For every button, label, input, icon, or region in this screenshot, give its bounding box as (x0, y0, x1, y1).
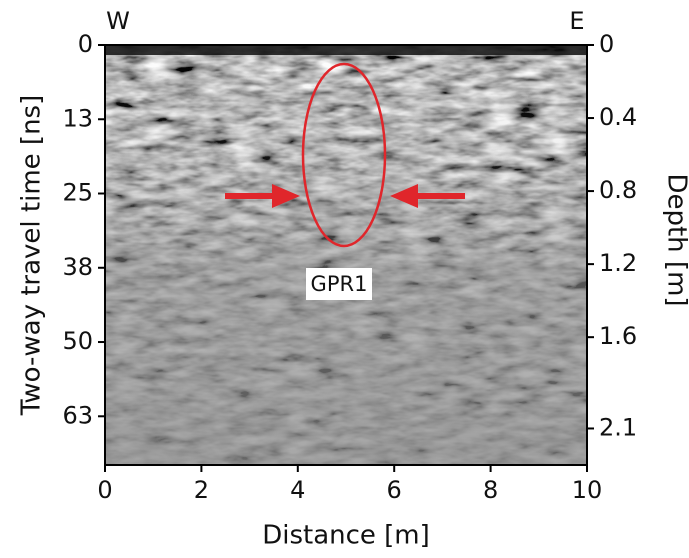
x-tick-label: 8 (483, 476, 498, 504)
y-tick-label: 25 (62, 179, 93, 207)
y-tick-label: 0 (78, 30, 93, 58)
east-label: E (569, 7, 584, 35)
arrow-left (225, 184, 300, 208)
x-tick-label: 4 (290, 476, 305, 504)
y-axis-label: Two-way travel time [ns] (17, 95, 47, 416)
x-tick-label: 2 (194, 476, 209, 504)
arrow-right (390, 184, 465, 208)
west-label: W (106, 7, 130, 35)
x-tick-label: 10 (572, 476, 603, 504)
y-tick-label: 13 (62, 104, 93, 132)
label-box (306, 268, 372, 300)
y2-tick-label: 0 (599, 30, 614, 58)
x-tick-label: 0 (97, 476, 112, 504)
radargram-image (105, 45, 587, 465)
y2-axis-label: Depth [m] (662, 173, 689, 306)
y2-tick-label: 0.4 (599, 103, 637, 131)
x-axis-label: Distance [m] (262, 521, 430, 551)
plot-frame (104, 44, 588, 466)
y2-tick-label: 0.8 (599, 176, 637, 204)
target-label: GPR1 (311, 272, 368, 296)
y2-tick-label: 1.2 (599, 249, 637, 277)
y-tick-label: 38 (62, 253, 93, 281)
y2-tick-label: 1.6 (599, 322, 637, 350)
y-tick-label: 50 (62, 327, 93, 355)
y-tick-label: 63 (62, 401, 93, 429)
y2-tick-label: 2.1 (599, 413, 637, 441)
target-ellipse (301, 62, 387, 248)
x-tick-label: 6 (387, 476, 402, 504)
